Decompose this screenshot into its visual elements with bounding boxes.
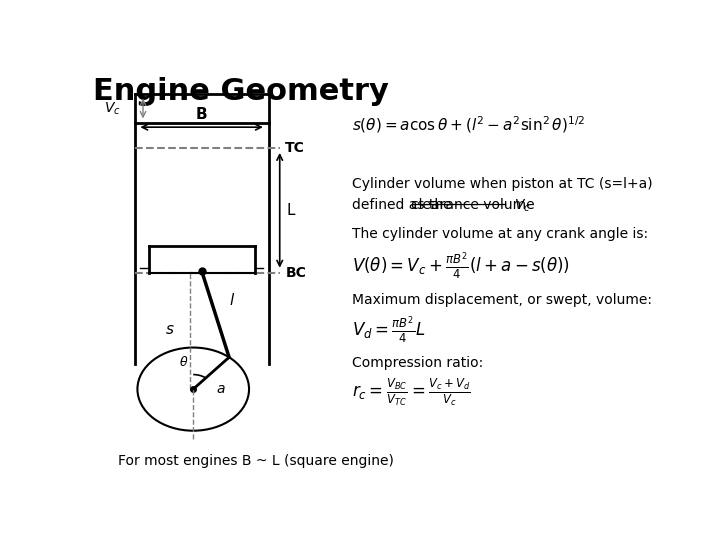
Text: BC: BC: [285, 266, 306, 280]
Text: clearance volume: clearance volume: [411, 198, 534, 212]
Text: The cylinder volume at any crank angle is:: The cylinder volume at any crank angle i…: [352, 227, 649, 241]
Text: s: s: [166, 322, 174, 338]
Text: TC: TC: [285, 141, 305, 155]
Text: $V_c$: $V_c$: [510, 198, 531, 214]
Text: B: B: [196, 107, 207, 122]
Text: $\theta$: $\theta$: [179, 355, 189, 369]
Text: $s(\theta) = a\cos\theta + \left(l^2 - a^2\sin^2\theta\right)^{1/2}$: $s(\theta) = a\cos\theta + \left(l^2 - a…: [352, 114, 585, 136]
Text: For most engines B ~ L (square engine): For most engines B ~ L (square engine): [118, 454, 394, 468]
Text: Engine Geometry: Engine Geometry: [93, 77, 389, 106]
Text: L: L: [287, 203, 295, 218]
Text: a: a: [217, 382, 225, 395]
Text: l: l: [229, 293, 233, 308]
Text: Maximum displacement, or swept, volume:: Maximum displacement, or swept, volume:: [352, 294, 652, 307]
Text: Cylinder volume when piston at TC (s=l+a): Cylinder volume when piston at TC (s=l+a…: [352, 177, 653, 191]
Text: $r_c = \frac{V_{BC}}{V_{TC}} = \frac{V_c + V_d}{V_c}$: $r_c = \frac{V_{BC}}{V_{TC}} = \frac{V_c…: [352, 377, 471, 408]
Text: $V(\theta) = V_c + \frac{\pi B^2}{4}\left(l + a - s(\theta)\right)$: $V(\theta) = V_c + \frac{\pi B^2}{4}\lef…: [352, 250, 570, 281]
Text: Compression ratio:: Compression ratio:: [352, 356, 484, 370]
Text: $V_d = \frac{\pi B^2}{4} L$: $V_d = \frac{\pi B^2}{4} L$: [352, 314, 426, 345]
Text: $V_c$: $V_c$: [104, 100, 121, 117]
Text: defined as the: defined as the: [352, 198, 456, 212]
